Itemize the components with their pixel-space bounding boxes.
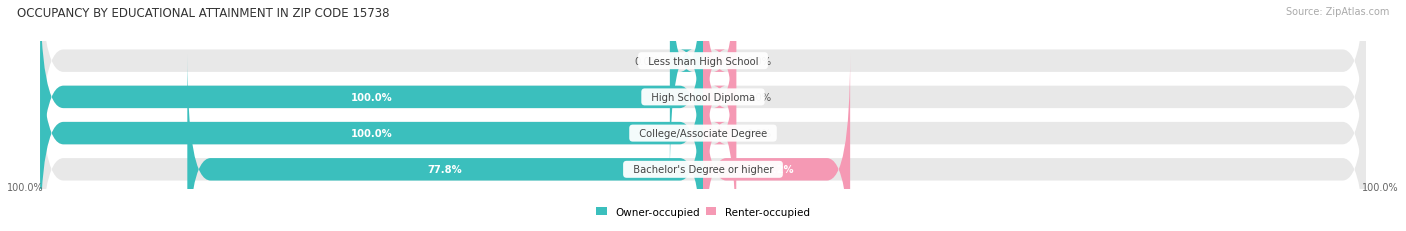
Text: Less than High School: Less than High School — [641, 56, 765, 66]
FancyBboxPatch shape — [703, 55, 851, 231]
Text: 100.0%: 100.0% — [350, 128, 392, 139]
FancyBboxPatch shape — [187, 55, 703, 231]
Text: 22.2%: 22.2% — [759, 165, 794, 175]
Text: High School Diploma: High School Diploma — [645, 92, 761, 103]
Text: 0.0%: 0.0% — [747, 56, 772, 66]
Text: College/Associate Degree: College/Associate Degree — [633, 128, 773, 139]
FancyBboxPatch shape — [41, 0, 1365, 213]
Text: 0.0%: 0.0% — [634, 56, 659, 66]
Text: 100.0%: 100.0% — [350, 92, 392, 103]
Text: 0.0%: 0.0% — [747, 128, 772, 139]
FancyBboxPatch shape — [41, 18, 1365, 231]
Text: 0.0%: 0.0% — [747, 92, 772, 103]
FancyBboxPatch shape — [41, 0, 1365, 176]
FancyBboxPatch shape — [703, 18, 737, 231]
Text: OCCUPANCY BY EDUCATIONAL ATTAINMENT IN ZIP CODE 15738: OCCUPANCY BY EDUCATIONAL ATTAINMENT IN Z… — [17, 7, 389, 20]
Text: Bachelor's Degree or higher: Bachelor's Degree or higher — [627, 165, 779, 175]
FancyBboxPatch shape — [703, 0, 737, 176]
FancyBboxPatch shape — [703, 0, 737, 213]
Legend: Owner-occupied, Renter-occupied: Owner-occupied, Renter-occupied — [596, 207, 810, 217]
FancyBboxPatch shape — [41, 18, 703, 231]
Text: Source: ZipAtlas.com: Source: ZipAtlas.com — [1285, 7, 1389, 17]
FancyBboxPatch shape — [41, 0, 703, 213]
FancyBboxPatch shape — [669, 0, 703, 176]
Text: 100.0%: 100.0% — [1362, 183, 1399, 193]
FancyBboxPatch shape — [41, 55, 1365, 231]
Text: 100.0%: 100.0% — [7, 183, 44, 193]
Text: 77.8%: 77.8% — [427, 165, 463, 175]
